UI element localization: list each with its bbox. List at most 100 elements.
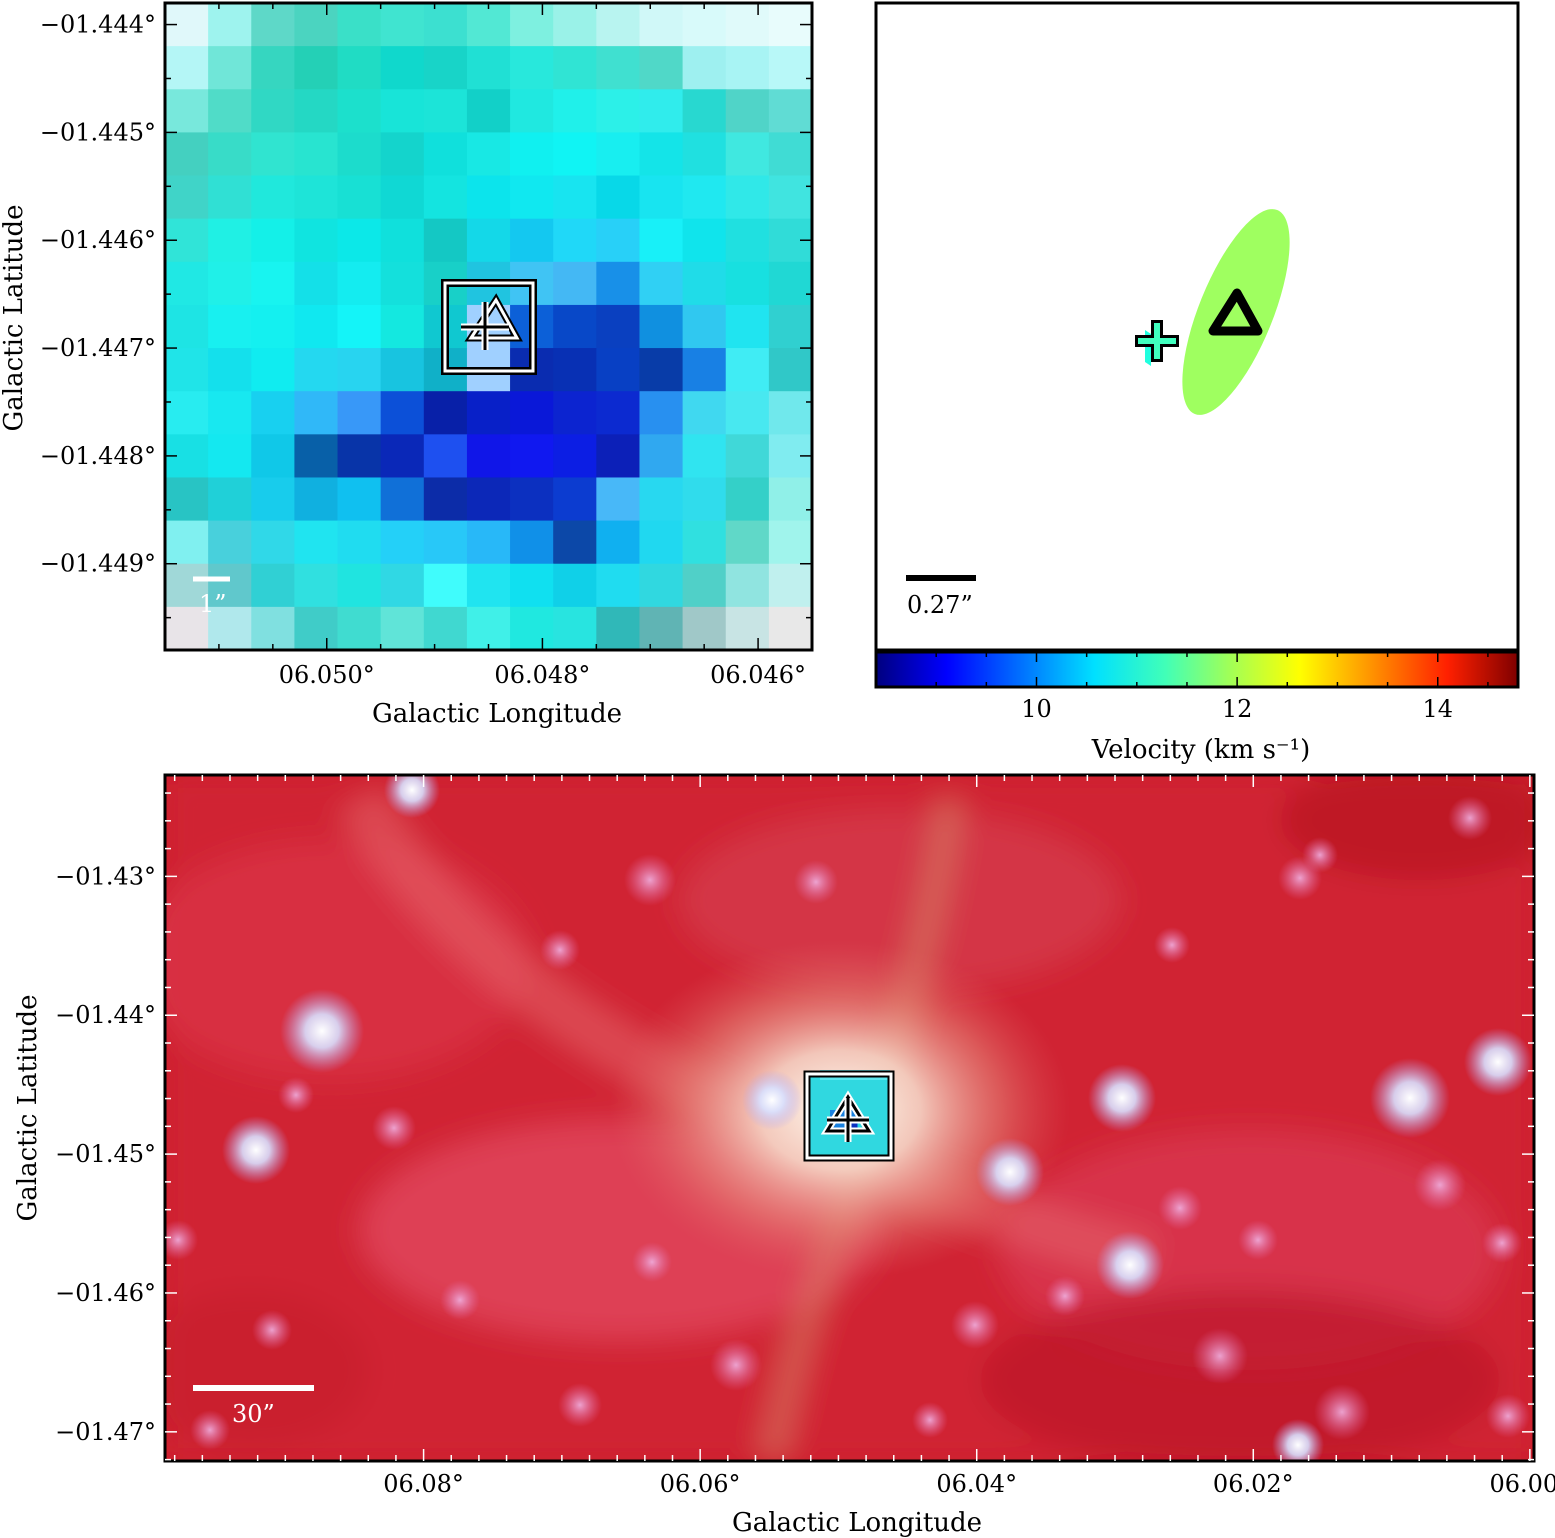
- pixel-cell: [337, 132, 382, 177]
- y-axis-label: Galactic Latitude: [0, 205, 29, 432]
- pixel-cell: [768, 477, 812, 522]
- pixel-cell: [423, 477, 468, 522]
- box-marker: [443, 281, 535, 373]
- pixel-cell: [294, 175, 339, 220]
- star: [384, 775, 440, 818]
- bottom-frame: [163, 773, 1536, 1463]
- pixel-cell: [639, 261, 684, 306]
- star: [1192, 1328, 1248, 1384]
- pixel-cell: [380, 606, 425, 650]
- pixel-cell: [510, 520, 554, 565]
- pixel-cell: [510, 434, 554, 479]
- pixel-cell: [682, 477, 727, 522]
- pixel-cell: [423, 46, 468, 90]
- pixel-cell: [380, 304, 425, 349]
- star: [190, 1410, 230, 1450]
- pixel-cell: [251, 563, 295, 608]
- pixel-cell: [294, 89, 339, 133]
- pixel-cell: [682, 348, 727, 392]
- pixel-cell: [165, 175, 209, 220]
- scale-bar-label: 30”: [232, 1400, 275, 1428]
- star: [1464, 1028, 1532, 1096]
- pixel-cell: [768, 46, 812, 90]
- pixel-cell: [466, 606, 511, 650]
- pixel-cell: [294, 261, 339, 306]
- pixel-cell: [208, 3, 252, 47]
- star: [1302, 837, 1338, 873]
- star: [951, 1301, 999, 1349]
- pixel-cell: [768, 89, 812, 133]
- y-tick-label: −01.43°: [55, 862, 156, 890]
- star: [1158, 1186, 1202, 1230]
- pixel-cell: [639, 175, 684, 220]
- star: [1370, 1058, 1450, 1138]
- star: [280, 989, 364, 1073]
- pixel-cell: [510, 132, 554, 177]
- star: [1414, 1159, 1466, 1211]
- colorbar-label: Velocity (km s⁻¹): [1091, 735, 1310, 765]
- pixel-cell: [380, 434, 425, 479]
- pixel-cell: [251, 391, 295, 435]
- top-left-y-tick-labels: −01.444° −01.445° −01.446° −01.447° −01.448°…: [40, 11, 156, 578]
- pixel-cell: [208, 606, 252, 650]
- pixel-cell: [251, 434, 295, 479]
- star: [1154, 927, 1190, 963]
- pixel-cell: [208, 218, 252, 263]
- pixel-cell: [639, 563, 684, 608]
- star: [1096, 1231, 1164, 1299]
- pixel-cell: [208, 477, 252, 522]
- pixel-cell: [251, 132, 295, 177]
- pixel-cell: [423, 563, 468, 608]
- top-left-ticks: [164, 3, 813, 650]
- x-tick-label: 06.02°: [1213, 1470, 1294, 1498]
- pixel-cell: [553, 89, 597, 133]
- pixel-cell: [466, 520, 511, 565]
- pixel-cell: [596, 218, 641, 263]
- pixel-cell: [639, 46, 684, 90]
- pixel-cell: [337, 606, 382, 650]
- pixel-cell: [294, 304, 339, 349]
- pixel-cell: [380, 218, 425, 263]
- top-right-panel: 0.27” 10 12 14 Velocity (km s⁻¹): [874, 1, 1520, 765]
- pixel-cell: [380, 89, 425, 133]
- pixel-cell: [208, 46, 252, 90]
- pixel-cell: [682, 434, 727, 479]
- pixel-cell: [337, 477, 382, 522]
- pixel-cell: [423, 132, 468, 177]
- pixel-cell: [596, 563, 641, 608]
- velocity-ellipse: [1182, 209, 1290, 415]
- pixel-cell: [510, 89, 554, 133]
- pixel-cell: [251, 218, 295, 263]
- pixel-cell: [165, 348, 209, 392]
- stars: [165, 775, 1532, 1461]
- pixel-cell: [423, 520, 468, 565]
- plus-marker: [827, 1098, 869, 1142]
- pixel-cell: [466, 132, 511, 177]
- pixel-cell: [165, 261, 209, 306]
- pixel-cell: [596, 304, 641, 349]
- pixel-cell: [380, 477, 425, 522]
- y-tick-label: −01.447°: [40, 334, 156, 362]
- pixel-cell: [596, 520, 641, 565]
- pixel-cell: [639, 520, 684, 565]
- pixel-cell: [725, 520, 770, 565]
- pixel-cell: [294, 3, 339, 47]
- scale-bar: 1”: [193, 576, 230, 618]
- pixel-cell: [423, 89, 468, 133]
- star: [1482, 1223, 1522, 1263]
- star: [632, 1242, 672, 1282]
- pixel-cell: [639, 391, 684, 435]
- triangle-point: [1208, 288, 1263, 336]
- star: [976, 1138, 1044, 1206]
- pixel-cell: [208, 563, 252, 608]
- pixel-cell: [337, 520, 382, 565]
- top-left-panel: 1” 06.050° 06.048° 06.046° −01.444° −01.445…: [0, 1, 814, 729]
- pixel-cell: [251, 348, 295, 392]
- scale-bar-label: 1”: [199, 590, 227, 618]
- velocity-pixel-map: [165, 3, 812, 650]
- pixel-cell: [466, 391, 511, 435]
- star: [1486, 1394, 1530, 1438]
- pixel-cell: [682, 563, 727, 608]
- pixel-cell: [510, 606, 554, 650]
